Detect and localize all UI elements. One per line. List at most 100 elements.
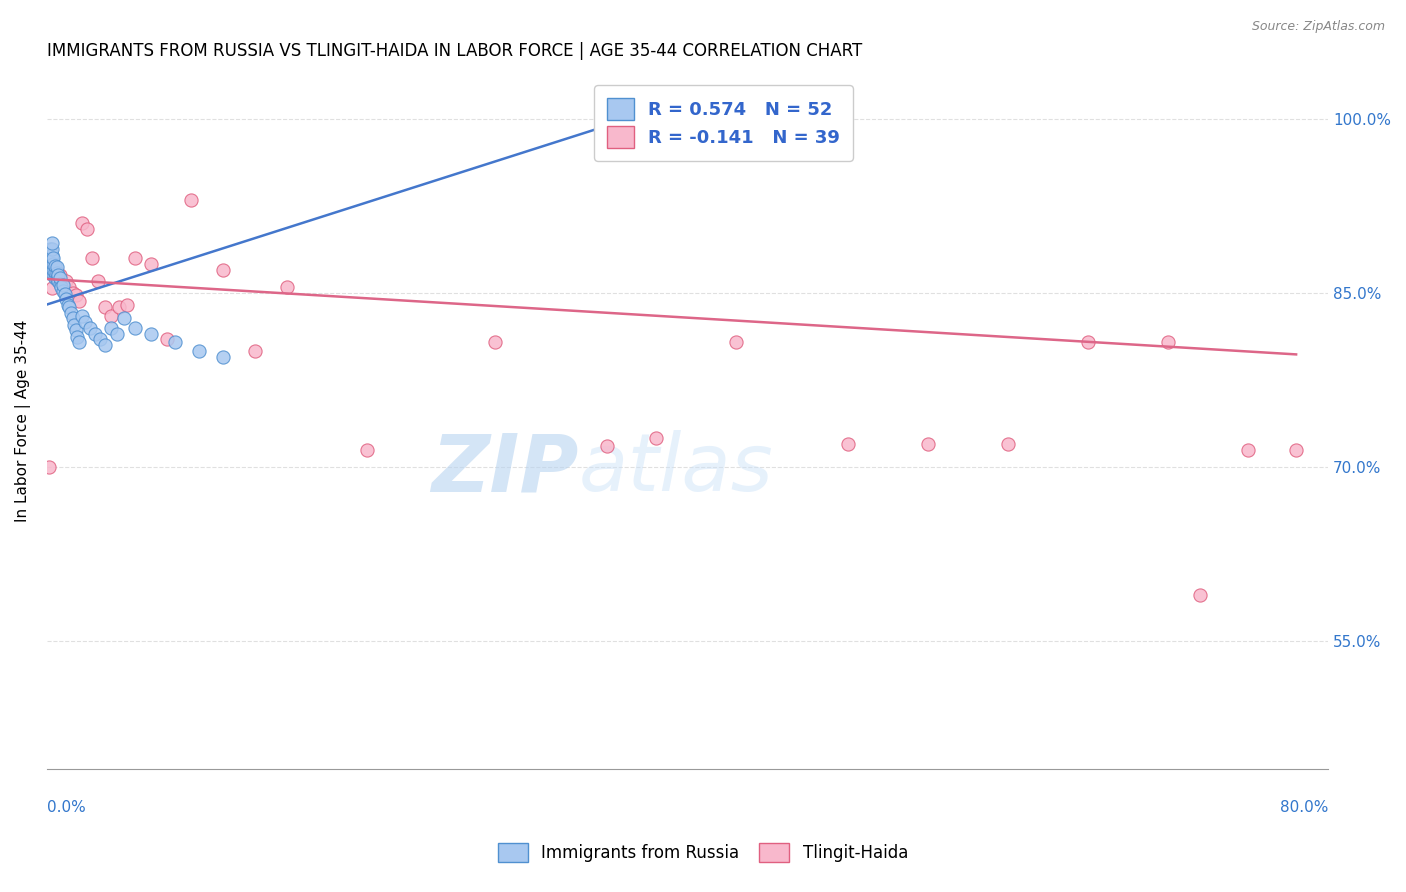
Point	[42, 257, 65, 271]
Point	[63, 318, 86, 333]
Point	[52, 284, 75, 298]
Point	[212, 262, 235, 277]
Point	[243, 343, 266, 358]
Point	[52, 277, 75, 291]
Point	[42, 251, 65, 265]
Point	[75, 315, 97, 329]
Point	[39, 257, 62, 271]
Point	[41, 265, 63, 279]
Point	[67, 293, 90, 308]
Point	[59, 305, 82, 319]
Point	[724, 334, 747, 349]
Point	[79, 320, 101, 334]
Point	[188, 343, 211, 358]
Point	[596, 123, 619, 137]
Point	[112, 311, 135, 326]
Point	[55, 274, 77, 288]
Point	[156, 332, 179, 346]
Point	[1157, 334, 1180, 349]
Point	[356, 442, 378, 457]
Point	[62, 285, 84, 300]
Point	[44, 270, 66, 285]
Point	[44, 259, 66, 273]
Text: Source: ZipAtlas.com: Source: ZipAtlas.com	[1251, 20, 1385, 33]
Point	[39, 251, 62, 265]
Point	[46, 274, 69, 288]
Point	[917, 436, 939, 450]
Point	[53, 287, 76, 301]
Text: 80.0%: 80.0%	[1279, 800, 1329, 815]
Point	[180, 193, 202, 207]
Point	[49, 268, 72, 283]
Point	[76, 222, 98, 236]
Point	[139, 257, 162, 271]
Point	[165, 334, 187, 349]
Point	[52, 277, 75, 292]
Point	[65, 288, 87, 302]
Point	[45, 260, 67, 275]
Point	[124, 320, 146, 334]
Point	[124, 251, 146, 265]
Point	[1189, 588, 1212, 602]
Text: IMMIGRANTS FROM RUSSIA VS TLINGIT-HAIDA IN LABOR FORCE | AGE 35-44 CORRELATION C: IMMIGRANTS FROM RUSSIA VS TLINGIT-HAIDA …	[46, 42, 862, 60]
Point	[41, 242, 63, 256]
Point	[644, 431, 666, 445]
Point	[67, 334, 90, 349]
Point	[139, 326, 162, 341]
Text: atlas: atlas	[579, 430, 773, 508]
Point	[70, 216, 93, 230]
Point	[596, 439, 619, 453]
Point	[42, 268, 65, 283]
Point	[39, 242, 62, 256]
Point	[1285, 442, 1308, 457]
Point	[89, 332, 111, 346]
Point	[84, 326, 107, 341]
Point	[1077, 334, 1099, 349]
Point	[58, 280, 80, 294]
Point	[58, 300, 80, 314]
Point	[44, 265, 66, 279]
Text: ZIP: ZIP	[432, 430, 579, 508]
Point	[108, 300, 131, 314]
Point	[49, 270, 72, 285]
Point	[276, 280, 298, 294]
Point	[65, 323, 87, 337]
Point	[41, 259, 63, 273]
Point	[100, 320, 122, 334]
Point	[41, 253, 63, 268]
Point	[41, 247, 63, 261]
Point	[212, 350, 235, 364]
Point	[93, 338, 115, 352]
Point	[107, 326, 129, 341]
Point	[41, 281, 63, 295]
Point	[62, 311, 84, 326]
Point	[49, 277, 72, 291]
Point	[87, 274, 110, 288]
Point	[93, 300, 115, 314]
Point	[51, 280, 73, 294]
Legend: Immigrants from Russia, Tlingit-Haida: Immigrants from Russia, Tlingit-Haida	[489, 834, 917, 871]
Point	[39, 262, 62, 277]
Point	[38, 459, 60, 474]
Point	[42, 262, 65, 277]
Legend: R = 0.574   N = 52, R = -0.141   N = 39: R = 0.574 N = 52, R = -0.141 N = 39	[595, 85, 853, 161]
Point	[484, 334, 506, 349]
Point	[66, 330, 89, 344]
Point	[100, 309, 122, 323]
Point	[70, 309, 93, 323]
Point	[1237, 442, 1260, 457]
Point	[45, 265, 67, 279]
Point	[115, 297, 138, 311]
Text: 0.0%: 0.0%	[46, 800, 86, 815]
Point	[42, 262, 65, 277]
Y-axis label: In Labor Force | Age 35-44: In Labor Force | Age 35-44	[15, 319, 31, 522]
Point	[45, 272, 67, 286]
Point	[837, 436, 859, 450]
Point	[41, 235, 63, 250]
Point	[997, 436, 1019, 450]
Point	[80, 251, 103, 265]
Point	[46, 268, 69, 283]
Point	[56, 297, 79, 311]
Point	[55, 292, 77, 306]
Point	[45, 266, 67, 280]
